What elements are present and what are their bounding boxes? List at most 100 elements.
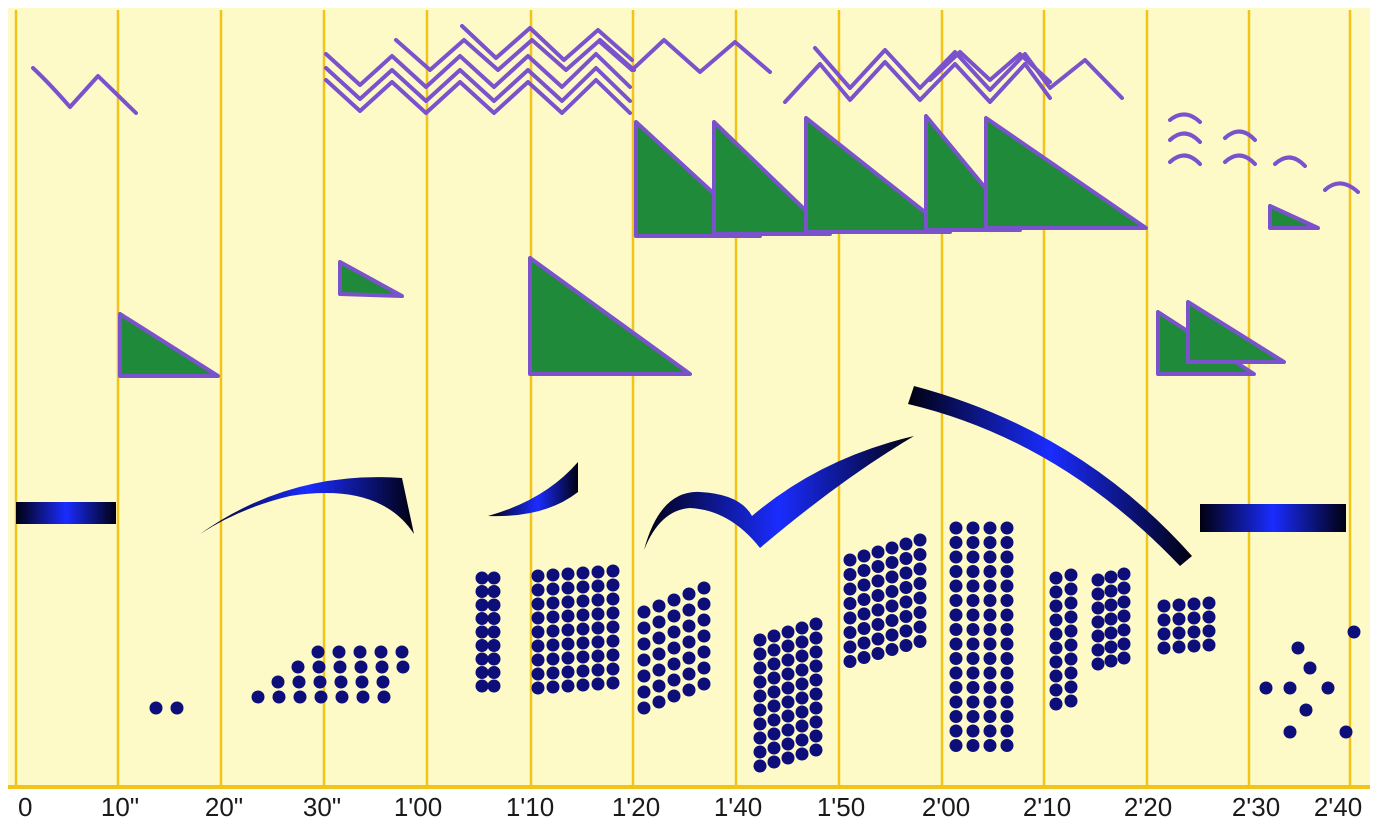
sound-dot <box>983 608 997 622</box>
time-tick-label: 1'50 <box>817 792 865 822</box>
sound-dot <box>531 597 545 611</box>
sound-dot <box>591 663 605 677</box>
sound-dot <box>1049 627 1063 641</box>
sound-dot <box>781 709 795 723</box>
sound-dot <box>356 690 370 704</box>
sound-dot <box>1064 596 1078 610</box>
sound-dot <box>843 611 857 625</box>
green-wedges-layer <box>118 114 1320 378</box>
time-tick-label: 10" <box>101 792 139 822</box>
time-tick-label: 2'00 <box>922 792 970 822</box>
sound-dot <box>1091 615 1105 629</box>
sound-dot <box>591 621 605 635</box>
sound-dot <box>795 705 809 719</box>
wavy-lines-layer <box>31 24 1360 194</box>
sound-dot <box>885 599 899 613</box>
sound-dot <box>1321 681 1335 695</box>
sound-dot <box>913 533 927 547</box>
wavy-line <box>31 66 138 115</box>
sound-dot <box>753 647 767 661</box>
sound-dot <box>395 645 409 659</box>
sound-dot <box>753 703 767 717</box>
sound-dot <box>966 536 980 549</box>
sound-dot <box>949 666 963 680</box>
sound-dot <box>531 569 545 583</box>
sound-dot <box>334 675 348 689</box>
sound-dot <box>913 620 927 634</box>
sound-dot <box>606 648 620 662</box>
sound-dot <box>809 659 823 673</box>
sound-dot <box>1091 657 1105 671</box>
sound-dot <box>591 593 605 607</box>
sound-dot <box>843 655 857 668</box>
sound-dot <box>983 521 997 535</box>
sound-dot <box>885 541 899 555</box>
sound-dot <box>475 612 489 625</box>
sound-dot <box>487 585 501 598</box>
sound-dot <box>1049 683 1063 697</box>
sound-dot <box>170 701 184 715</box>
wavy-line <box>1273 155 1307 168</box>
sound-dot <box>966 594 980 607</box>
sound-dot <box>795 719 809 733</box>
sound-dot <box>1000 536 1014 549</box>
sound-dot <box>149 701 163 715</box>
sound-dot <box>899 639 913 652</box>
sound-dot <box>332 645 346 659</box>
wavy-line <box>324 52 632 89</box>
sound-dot <box>697 629 711 643</box>
sound-dot <box>843 597 857 610</box>
sound-dot <box>1202 638 1216 652</box>
sound-dot <box>871 545 885 559</box>
sound-dot <box>1000 666 1014 680</box>
sound-dot <box>843 626 857 639</box>
sound-dot <box>871 603 885 617</box>
sound-dot <box>753 731 767 745</box>
sound-dot <box>1000 681 1014 694</box>
sound-dot <box>809 729 823 743</box>
sound-dot <box>1049 655 1063 669</box>
sound-dot <box>753 689 767 703</box>
sound-dot <box>1347 625 1361 639</box>
sound-dot <box>857 549 871 563</box>
sound-dot <box>781 723 795 737</box>
sound-dot <box>1000 739 1014 752</box>
sound-dot <box>487 666 501 679</box>
wavy-line <box>460 24 634 62</box>
wavy-line <box>324 78 632 115</box>
sound-dot <box>767 713 781 727</box>
sound-dot <box>637 605 651 619</box>
time-axis-labels: 0 10" 20" 30" 1'00 1'10 1'20 1'40 1'50 2'00 2'10 2'… <box>18 792 1362 822</box>
sound-dot <box>781 737 795 751</box>
sound-dot <box>374 645 388 659</box>
sound-dot <box>1187 597 1201 611</box>
sound-dot <box>857 578 871 592</box>
time-tick-label: 1'10 <box>506 792 554 822</box>
sound-dot <box>576 678 590 692</box>
sound-dot <box>966 521 980 535</box>
sound-dot <box>983 739 997 752</box>
sound-dot <box>475 679 489 693</box>
sound-dot <box>913 562 927 576</box>
sound-dot <box>899 595 913 609</box>
sound-dot <box>781 653 795 667</box>
sound-dot <box>667 625 681 639</box>
sound-dot <box>983 710 997 723</box>
sound-dot <box>795 747 809 761</box>
sound-dot <box>966 550 980 564</box>
sound-dot <box>606 662 620 676</box>
sound-dot <box>983 666 997 680</box>
sound-dot <box>606 606 620 620</box>
sound-dot <box>949 550 963 564</box>
sound-dot <box>475 585 489 598</box>
wavy-line <box>1323 181 1360 194</box>
sound-dot <box>561 567 575 581</box>
sound-dot <box>966 695 980 709</box>
sound-dot <box>546 568 560 582</box>
sound-dot <box>1104 612 1118 626</box>
sound-dot <box>767 685 781 699</box>
sound-dot <box>1064 680 1078 694</box>
sound-dot <box>913 577 927 590</box>
sound-dot <box>1064 666 1078 680</box>
